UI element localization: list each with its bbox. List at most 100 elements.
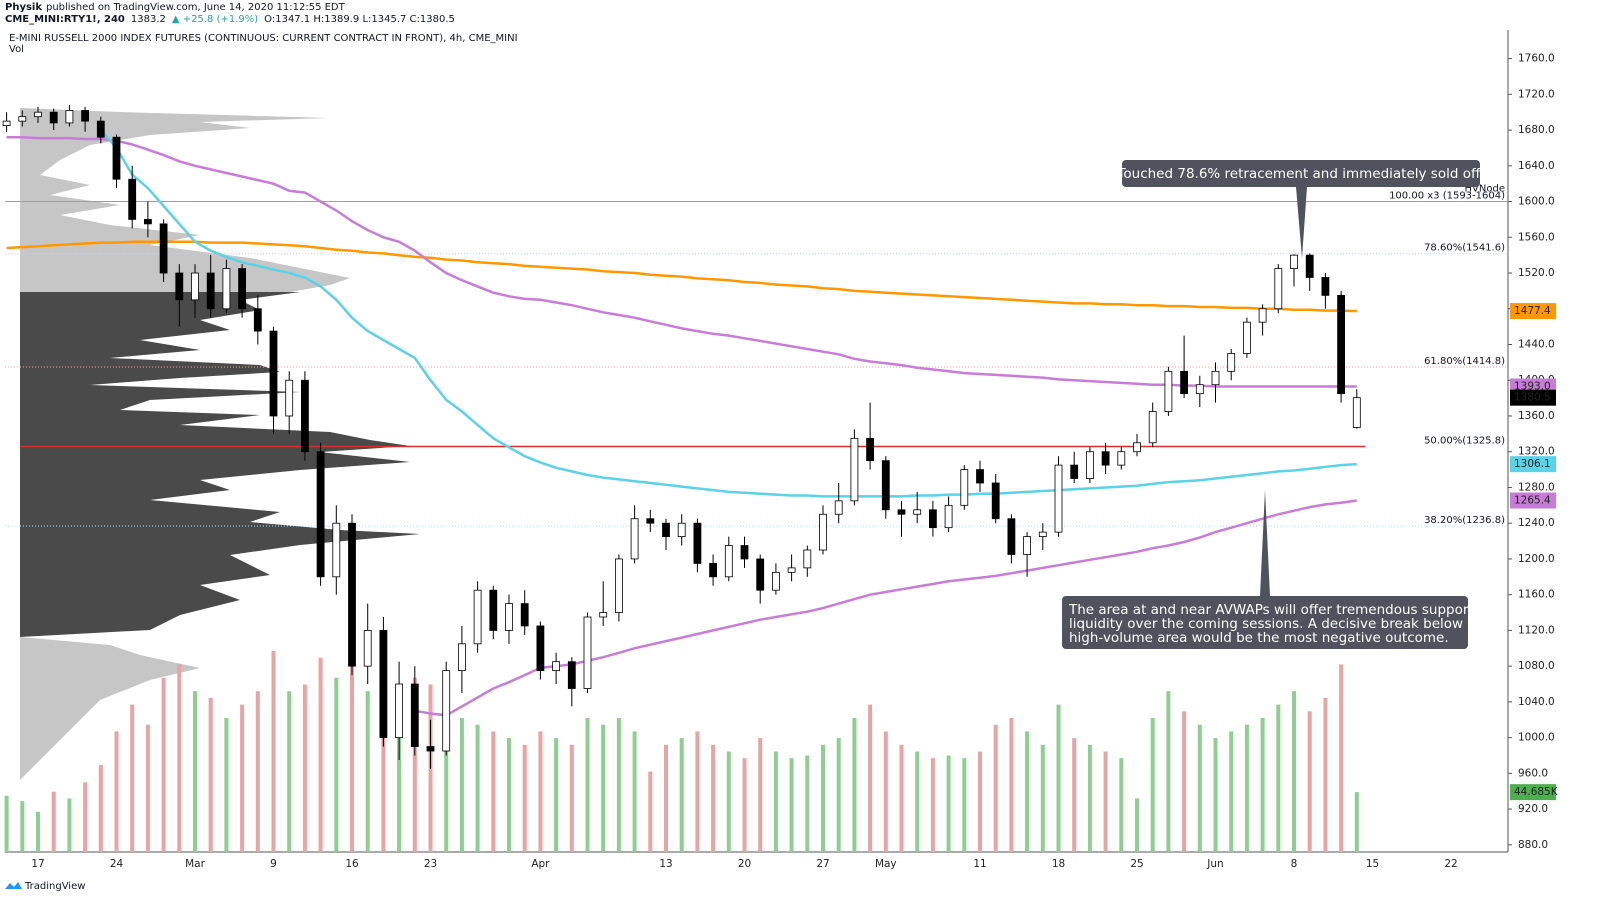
volume-bar <box>1009 718 1014 852</box>
volume-bar <box>868 704 873 852</box>
price-tag-label: 1393.0 <box>1514 380 1551 392</box>
y-tick-label: 1040.0 <box>1518 696 1555 708</box>
profile-upper <box>20 108 350 292</box>
ohlc: O:1347.1 H:1389.9 L:1345.7 C:1380.5 <box>264 14 455 25</box>
candle-body <box>866 437 874 462</box>
volume-bar <box>1040 744 1045 852</box>
volume-bar <box>1260 718 1265 852</box>
volume-bar <box>1244 724 1249 852</box>
avwap-line <box>6 135 1357 388</box>
candle-body <box>991 482 1000 520</box>
candle-body <box>929 509 937 529</box>
candle-body <box>615 558 623 613</box>
volume-bar <box>208 697 213 852</box>
candle-body <box>285 379 294 417</box>
candle-body <box>1321 277 1330 296</box>
candle-body <box>316 451 325 578</box>
x-tick-label: Apr <box>531 858 550 870</box>
volume-bar <box>507 738 511 852</box>
volume-bar <box>83 782 88 852</box>
callout-pointer <box>1260 490 1270 596</box>
candle-body <box>552 661 560 672</box>
candle-body <box>442 670 451 752</box>
price-tag <box>1510 456 1556 473</box>
candle-body <box>253 308 262 332</box>
candle-body <box>2 120 11 127</box>
profile-value-area <box>20 292 420 637</box>
candle-body <box>1117 451 1126 466</box>
candle-body <box>583 616 592 689</box>
published: published on TradingView.com, June 14, 2… <box>46 2 346 13</box>
volume-bar <box>193 691 197 852</box>
candle-body <box>1195 384 1204 395</box>
last-price: 1383.2 <box>131 14 166 25</box>
volume-title: Vol <box>9 44 24 55</box>
candle-body <box>81 110 89 122</box>
volume-bar <box>397 704 402 852</box>
volume-bar <box>899 744 904 852</box>
callout-box <box>1122 160 1480 187</box>
volume-bar <box>318 657 323 852</box>
candle-body <box>1180 370 1188 395</box>
x-tick-label: 18 <box>1052 858 1065 870</box>
price-tag <box>1510 303 1556 320</box>
volume-bar <box>67 798 72 852</box>
level-label: 100.00 x3 (1593-1604) <box>1389 191 1505 202</box>
volume-bar <box>1135 798 1139 852</box>
x-tick-label: 13 <box>659 858 672 870</box>
candle-body <box>222 268 231 310</box>
volume-bar <box>664 744 668 852</box>
volume-bar <box>1307 711 1312 852</box>
candle-body <box>1227 353 1236 372</box>
price-tag <box>1510 389 1556 406</box>
volume-bar <box>365 691 370 852</box>
volume-bar <box>130 704 135 852</box>
candle-body <box>599 612 608 618</box>
volume-bar <box>962 758 967 852</box>
candle-body <box>834 500 843 515</box>
callout-text: high-volume area would be the most negat… <box>1069 630 1449 646</box>
x-tick-label: 25 <box>1130 858 1143 870</box>
symbol-line: CME_MINI:RTY1!, 240 1383.2 ▲ +25.8 (+1.9%)… <box>5 14 455 25</box>
candle-body <box>410 683 419 747</box>
volume-bar <box>726 751 731 852</box>
candle-body <box>1101 451 1110 466</box>
candle-body <box>143 219 152 225</box>
candle-body <box>536 625 545 672</box>
logo <box>5 882 22 889</box>
x-tick-label: Mar <box>185 858 205 870</box>
y-tick-label: 1360.0 <box>1518 410 1555 422</box>
candle-body <box>112 136 121 180</box>
x-tick-label: 27 <box>816 858 829 870</box>
candle-body <box>944 504 953 529</box>
volume-bar <box>1119 758 1124 852</box>
x-tick-label: 20 <box>738 858 751 870</box>
candle-body <box>206 272 215 310</box>
callout-text: Touched 78.6% retracement and immediatel… <box>1116 166 1484 182</box>
candle-body <box>1274 268 1283 310</box>
price-tag-label: 44.685K <box>1514 786 1559 798</box>
y-tick-label: 1760.0 <box>1518 53 1555 65</box>
x-tick-label: 17 <box>31 858 44 870</box>
volume-bar <box>4 795 9 852</box>
candle-body <box>96 120 105 138</box>
volume-bar <box>36 811 40 852</box>
volume-bar <box>946 755 951 852</box>
volume-bar <box>1323 697 1328 852</box>
candle-body <box>709 563 717 578</box>
volume-bar <box>632 731 637 852</box>
y-tick-label: 1640.0 <box>1518 160 1555 172</box>
y-tick-label: 1720.0 <box>1518 88 1555 100</box>
annotations: Touched 78.6% retracement and immediatel… <box>1062 160 1485 649</box>
volume-bar <box>852 718 857 852</box>
candle-body <box>1070 464 1079 479</box>
y-tick-label: 1280.0 <box>1518 481 1555 493</box>
y-tick-label: 1440.0 <box>1518 339 1555 351</box>
candle-body <box>819 513 827 551</box>
candle-body <box>960 469 969 506</box>
volume-bar <box>758 738 763 852</box>
y-tick-label: 1560.0 <box>1518 231 1555 243</box>
volume-bar <box>773 751 778 852</box>
volume-bar <box>334 677 339 852</box>
candle-body <box>1211 370 1220 386</box>
